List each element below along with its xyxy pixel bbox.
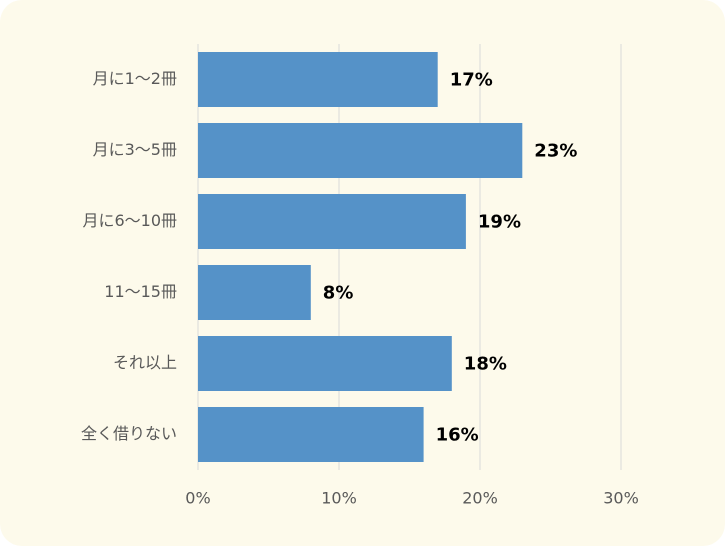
y-tick-label: 月に1～2冊 <box>93 69 177 88</box>
bar <box>198 194 466 249</box>
bar <box>198 52 438 107</box>
y-tick-label: 月に3～5冊 <box>93 140 177 159</box>
y-tick-label: 11～15冊 <box>104 282 177 301</box>
value-label: 23% <box>534 141 577 162</box>
x-tick-label: 30% <box>603 489 639 508</box>
value-label: 8% <box>323 283 354 304</box>
x-tick-label: 20% <box>462 489 498 508</box>
value-label: 17% <box>450 70 493 91</box>
y-tick-label: 月に6～10冊 <box>82 211 177 230</box>
value-label: 19% <box>478 212 521 233</box>
grid: 0% 10% 20% 30% <box>185 44 639 508</box>
bar <box>198 265 311 320</box>
x-tick-label: 0% <box>185 489 210 508</box>
x-tick-label: 10% <box>321 489 357 508</box>
value-label: 18% <box>464 354 507 375</box>
y-tick-label: それ以上 <box>113 353 177 372</box>
value-label: 16% <box>436 425 479 446</box>
marks: 月に1～2冊 17% 月に3～5冊 23% 月に6～10冊 19% 11～15冊 8% それ以上… <box>81 52 577 462</box>
bar <box>198 336 452 391</box>
bar <box>198 407 424 462</box>
bar <box>198 123 523 178</box>
y-tick-label: 全く借りない <box>81 424 177 443</box>
